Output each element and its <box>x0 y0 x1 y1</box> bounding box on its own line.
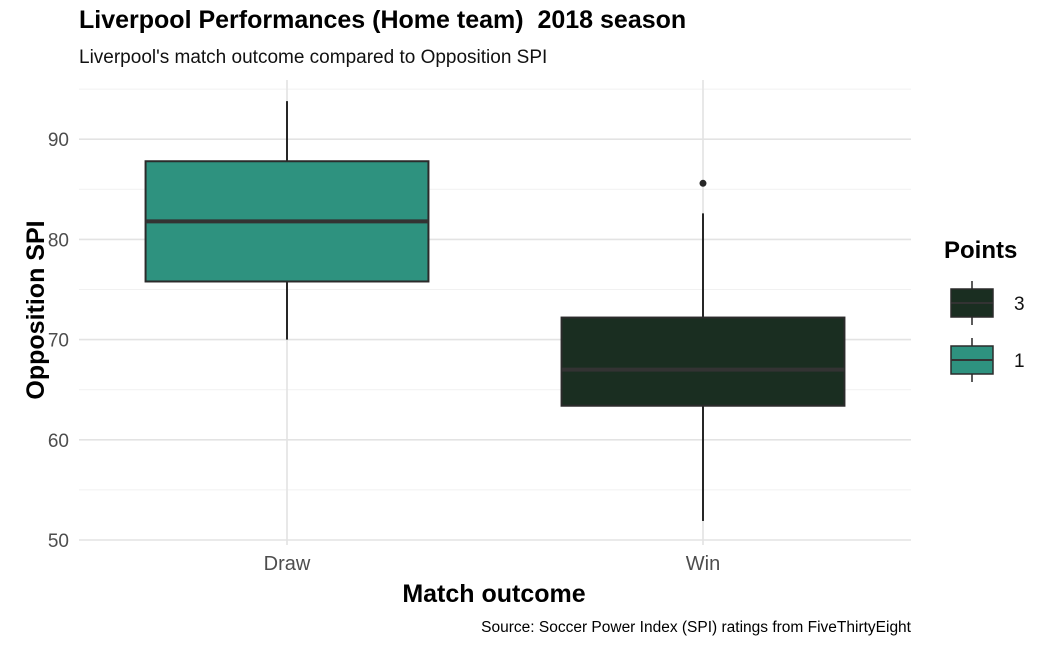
y-tick-label: 60 <box>48 431 69 452</box>
legend-title: Points <box>944 237 1017 264</box>
box-win <box>560 179 846 521</box>
legend: Points 3 1 <box>944 237 1025 382</box>
chart-caption: Source: Soccer Power Index (SPI) ratings… <box>481 619 911 636</box>
outlier-point <box>699 179 707 187</box>
y-tick-label: 90 <box>48 130 69 151</box>
chart-title: Liverpool Performances (Home team) 2018 … <box>79 6 687 34</box>
y-tick-label: 70 <box>48 331 69 352</box>
legend-label: 1 <box>1014 351 1025 372</box>
grid-lines <box>79 80 911 545</box>
x-tick-label: Win <box>686 553 720 575</box>
x-axis-title: Match outcome <box>402 580 585 608</box>
legend-label: 3 <box>1014 294 1025 315</box>
y-axis-ticks: 50 60 70 80 90 <box>48 130 69 552</box>
box-draw <box>144 101 430 340</box>
x-axis-ticks: Draw Win <box>264 553 721 575</box>
legend-item-3: 3 <box>950 281 1025 325</box>
y-tick-label: 80 <box>48 230 69 251</box>
chart-subtitle: Liverpool's match outcome compared to Op… <box>79 47 548 68</box>
y-axis-title: Opposition SPI <box>22 220 50 399</box>
x-tick-label: Draw <box>264 553 311 575</box>
legend-item-1: 1 <box>950 338 1025 382</box>
box-layer <box>144 101 846 521</box>
box-body <box>560 316 846 407</box>
y-tick-label: 50 <box>48 531 69 552</box>
